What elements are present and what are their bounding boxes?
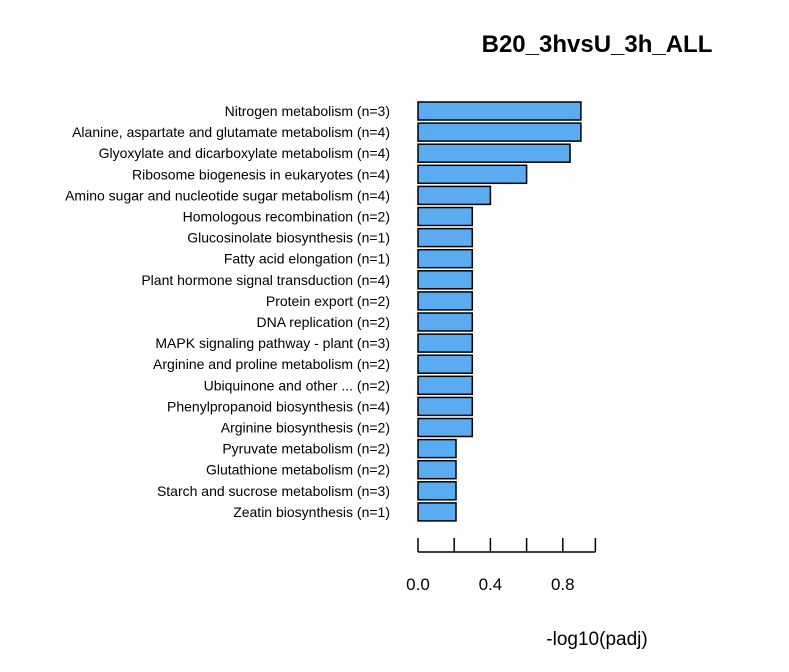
category-label: Glutathione metabolism (n=2) bbox=[206, 462, 390, 478]
category-label: Starch and sucrose metabolism (n=3) bbox=[157, 483, 390, 499]
bar bbox=[417, 206, 474, 227]
category-label: Pyruvate metabolism (n=2) bbox=[222, 441, 390, 457]
x-axis: 0.0 0.4 0.8 bbox=[406, 538, 597, 594]
bar bbox=[417, 502, 457, 522]
bar bbox=[417, 101, 582, 121]
x-tick-label: 0.4 bbox=[479, 575, 503, 594]
bar bbox=[417, 312, 474, 332]
bar bbox=[417, 122, 582, 142]
category-label: Fatty acid elongation (n=1) bbox=[224, 251, 390, 267]
bar bbox=[417, 417, 474, 438]
category-label: Phenylpropanoid biosynthesis (n=4) bbox=[167, 398, 390, 414]
bar bbox=[417, 164, 528, 185]
category-label: Ribosome biogenesis in eukaryotes (n=4) bbox=[132, 166, 390, 182]
category-label: MAPK signaling pathway - plant (n=3) bbox=[155, 335, 390, 351]
category-label: Protein export (n=2) bbox=[266, 293, 390, 309]
category-label: Plant hormone signal transduction (n=4) bbox=[141, 272, 390, 288]
category-label: Glucosinolate biosynthesis (n=1) bbox=[187, 230, 390, 246]
category-label: Alanine, aspartate and glutamate metabol… bbox=[72, 124, 390, 140]
category-label: Arginine biosynthesis (n=2) bbox=[221, 420, 390, 436]
bar bbox=[417, 481, 457, 501]
x-axis-label: -log10(padj) bbox=[546, 629, 647, 650]
bar bbox=[417, 375, 474, 396]
bar bbox=[417, 396, 474, 417]
category-label: Homologous recombination (n=2) bbox=[183, 209, 390, 225]
bar bbox=[417, 438, 457, 459]
bar bbox=[417, 459, 457, 480]
bar bbox=[417, 270, 474, 290]
category-label: Nitrogen metabolism (n=3) bbox=[225, 103, 390, 119]
bar bbox=[417, 354, 474, 374]
bar bbox=[417, 291, 474, 311]
category-label: Arginine and proline metabolism (n=2) bbox=[153, 356, 390, 372]
bar bbox=[417, 143, 571, 163]
x-tick-label: 0.8 bbox=[551, 575, 575, 594]
bar bbox=[417, 248, 474, 269]
category-label: DNA replication (n=2) bbox=[257, 314, 390, 330]
bars bbox=[417, 101, 582, 522]
category-label: Amino sugar and nucleotide sugar metabol… bbox=[65, 187, 390, 203]
chart-title: B20_3hvsU_3h_ALL bbox=[482, 31, 713, 58]
category-label: Ubiquinone and other ... (n=2) bbox=[204, 377, 390, 393]
bar bbox=[417, 185, 492, 206]
category-label: Glyoxylate and dicarboxylate metabolism … bbox=[99, 145, 390, 161]
category-label: Zeatin biosynthesis (n=1) bbox=[233, 504, 390, 520]
category-labels: Nitrogen metabolism (n=3) Alanine, aspart… bbox=[65, 103, 390, 520]
bar bbox=[417, 333, 474, 353]
bar bbox=[417, 227, 474, 248]
x-tick-label: 0.0 bbox=[406, 575, 430, 594]
